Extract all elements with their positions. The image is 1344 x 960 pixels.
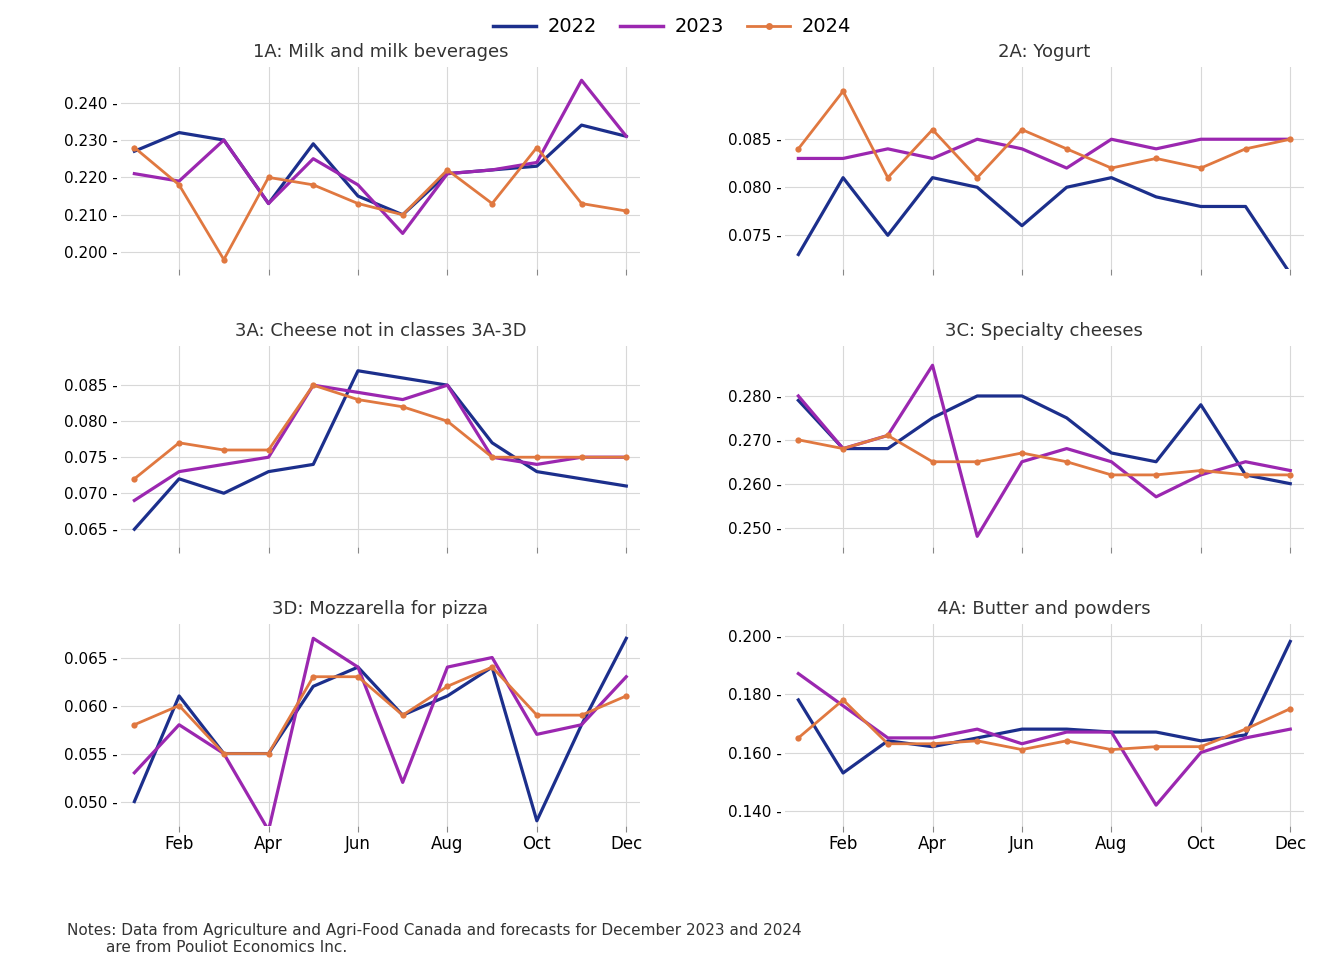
Text: Notes: Data from Agriculture and Agri-Food Canada and forecasts for December 202: Notes: Data from Agriculture and Agri-Fo… (67, 923, 802, 955)
Title: 3D: Mozzarella for pizza: 3D: Mozzarella for pizza (273, 600, 488, 618)
Title: 4A: Butter and powders: 4A: Butter and powders (938, 600, 1150, 618)
Title: 3A: Cheese not in classes 3A-3D: 3A: Cheese not in classes 3A-3D (234, 322, 526, 340)
Title: 3C: Specialty cheeses: 3C: Specialty cheeses (945, 322, 1144, 340)
Title: 1A: Milk and milk beverages: 1A: Milk and milk beverages (253, 43, 508, 61)
Legend: 2022, 2023, 2024: 2022, 2023, 2024 (485, 10, 859, 44)
Title: 2A: Yogurt: 2A: Yogurt (999, 43, 1090, 61)
